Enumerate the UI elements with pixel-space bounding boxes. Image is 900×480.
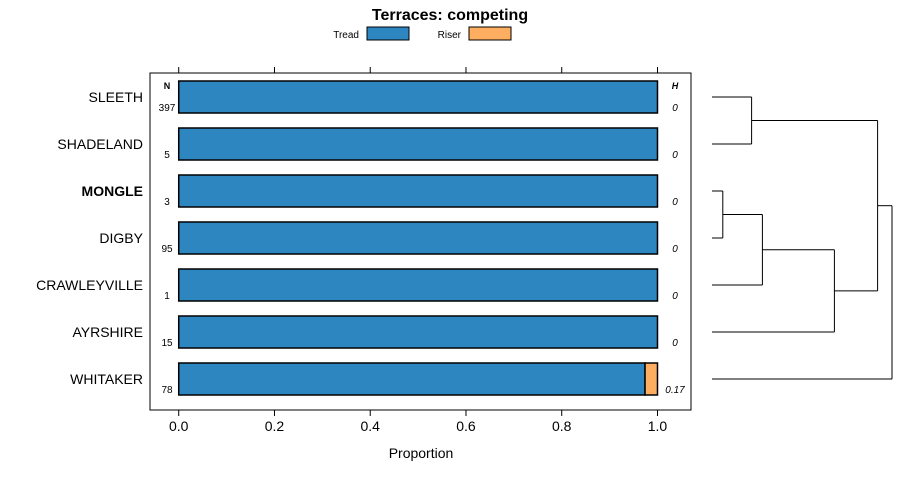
h-value: 0 [672, 338, 678, 349]
bar-riser-whitaker [644, 362, 659, 396]
bar-tread-mongle [177, 174, 659, 208]
x-tick-label: 1.0 [648, 418, 668, 434]
bars: SLEETH 397 0 SHADELAND 5 0 MONGLE 3 0 DIGBY 95 0 CRA… [36, 80, 685, 396]
h-value: 0 [672, 103, 678, 114]
bar-tread-crawleyville [177, 268, 659, 302]
n-value: 95 [161, 244, 173, 255]
n-value: 1 [164, 291, 170, 302]
h-column-header: H [672, 81, 679, 91]
legend-label-riser: Riser [438, 30, 462, 41]
x-axis: 0.0 0.2 0.4 0.6 0.8 1.0 [169, 67, 667, 434]
legend-swatch-tread [366, 26, 410, 41]
category-label: AYRSHIRE [72, 324, 143, 340]
bar-tread-digby [177, 221, 659, 255]
bar-tread-ayrshire [177, 315, 659, 349]
chart-title: Terraces: competing [372, 7, 528, 24]
x-tick-label: 0.0 [169, 418, 189, 434]
x-tick-label: 0.8 [552, 418, 572, 434]
category-label: DIGBY [99, 230, 143, 246]
n-value: 78 [161, 385, 173, 396]
legend: Tread Riser [333, 26, 512, 41]
h-value: 0 [672, 291, 678, 302]
plot-frame [149, 72, 692, 411]
h-value: 0 [672, 197, 678, 208]
n-value: 397 [159, 103, 176, 114]
category-label: CRAWLEYVILLE [36, 277, 143, 293]
x-tick-label: 0.4 [360, 418, 380, 434]
h-value: 0 [672, 244, 678, 255]
h-value: 0 [672, 150, 678, 161]
x-axis-label: Proportion [389, 445, 454, 461]
bar-tread-sleeth [177, 80, 659, 114]
legend-label-tread: Tread [333, 30, 359, 41]
n-value: 15 [161, 338, 173, 349]
x-tick-label: 0.2 [265, 418, 285, 434]
dendrogram [712, 96, 893, 380]
n-column-header: N [164, 81, 171, 91]
category-label: WHITAKER [70, 371, 143, 387]
n-value: 3 [164, 197, 170, 208]
x-tick-label: 0.6 [456, 418, 476, 434]
h-value: 0.17 [665, 385, 685, 396]
category-label: SHADELAND [57, 136, 143, 152]
bar-tread-shadeland [177, 127, 659, 161]
bar-tread-whitaker [177, 362, 646, 396]
category-label: SLEETH [89, 89, 143, 105]
legend-swatch-riser [468, 26, 512, 41]
category-label: MONGLE [82, 183, 143, 199]
n-value: 5 [164, 150, 170, 161]
